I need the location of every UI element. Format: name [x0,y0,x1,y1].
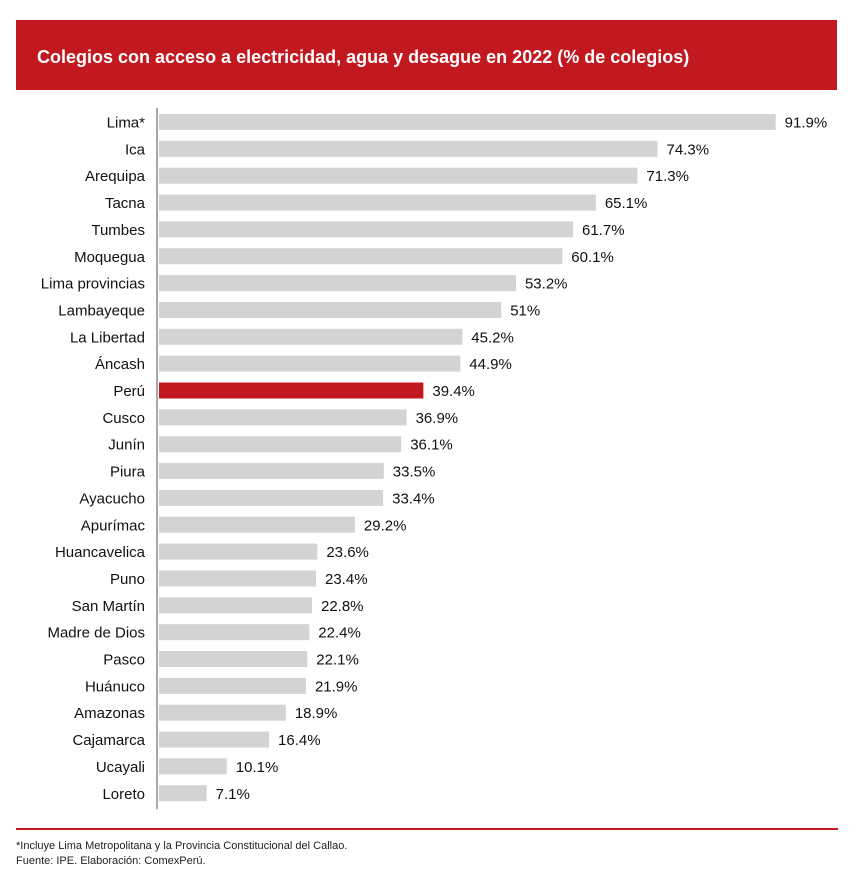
value-label: 44.9% [469,356,512,373]
value-label: 74.3% [667,141,710,158]
bar-4 [159,221,574,238]
category-label: Ucayali [96,759,145,776]
category-label: Piura [110,464,146,481]
value-label: 22.4% [318,625,361,642]
category-label: Amazonas [74,705,145,722]
bar-8 [159,328,463,345]
bar-25 [159,785,207,802]
bar-9 [159,355,461,372]
category-label: Puno [110,571,145,588]
value-label: 53.2% [525,276,568,293]
value-label: 51% [510,302,540,319]
bar-6 [159,275,516,292]
value-label: 10.1% [236,759,279,776]
category-label: Huánuco [85,678,145,695]
value-label: 33.4% [392,490,435,507]
category-label: San Martín [72,598,145,615]
footnote-lima: *Incluye Lima Metropolitana y la Provinc… [16,840,348,852]
value-label: 36.9% [416,410,459,427]
value-label: 7.1% [216,786,250,803]
bar-7 [159,301,502,318]
bar-21 [159,677,306,694]
bar-19 [159,624,310,641]
category-label: Madre de Dios [47,625,145,642]
value-label: 21.9% [315,678,358,695]
bar-22 [159,704,286,721]
bar-23 [159,731,270,748]
category-label: Cusco [102,410,145,427]
value-label: 65.1% [605,195,648,212]
bar-20 [159,651,308,667]
bar-18 [159,597,312,614]
category-label: Arequipa [85,168,146,185]
bar-11 [159,409,407,426]
category-label: Lambayeque [58,302,145,319]
category-label: Tacna [105,195,146,212]
bar-24 [159,758,227,775]
category-label: La Libertad [70,329,145,346]
value-label: 60.1% [571,249,614,266]
category-label: Loreto [102,786,145,803]
value-label: 23.4% [325,571,368,588]
chart-title: Colegios con acceso a electricidad, agua… [37,47,690,67]
value-label: 22.1% [316,652,359,669]
category-label: Ica [125,141,146,158]
category-label: Cajamarca [72,732,145,749]
bar-2 [159,167,638,184]
bar-15 [159,516,355,533]
value-label: 91.9% [785,115,828,132]
bar-16 [159,543,318,560]
chart-title-banner: Colegios con acceso a electricidad, agua… [16,20,837,90]
bar-3 [159,194,596,211]
footer-divider [16,828,838,830]
category-label: Junín [108,437,145,454]
value-label: 29.2% [364,517,407,534]
bar-17 [159,570,317,587]
bar-12 [159,436,402,453]
bar-1 [159,140,658,157]
value-label: 71.3% [646,168,689,185]
category-label: Lima provincias [41,276,145,293]
category-label: Áncash [95,356,145,373]
value-label: 36.1% [410,437,453,454]
value-label: 23.6% [326,544,369,561]
bar-13 [159,463,384,480]
category-label: Apurímac [81,517,146,534]
category-label: Tumbes [91,222,145,239]
value-label: 45.2% [471,329,514,346]
bar-0 [159,114,776,130]
category-label: Perú [113,383,145,400]
value-label: 22.8% [321,598,364,615]
value-label: 33.5% [393,464,436,481]
value-label: 39.4% [432,383,475,400]
bar-5 [159,248,563,265]
bar-10 [159,382,424,399]
value-label: 18.9% [295,705,338,722]
value-label: 16.4% [278,732,321,749]
category-label: Pasco [103,652,145,669]
category-label: Moquegua [74,249,146,266]
value-label: 61.7% [582,222,625,239]
category-label: Lima* [107,115,146,132]
bar-14 [159,489,384,506]
category-label: Ayacucho [79,490,145,507]
category-label: Huancavelica [55,544,146,561]
source-note: Fuente: IPE. Elaboración: ComexPerú. [16,855,206,867]
